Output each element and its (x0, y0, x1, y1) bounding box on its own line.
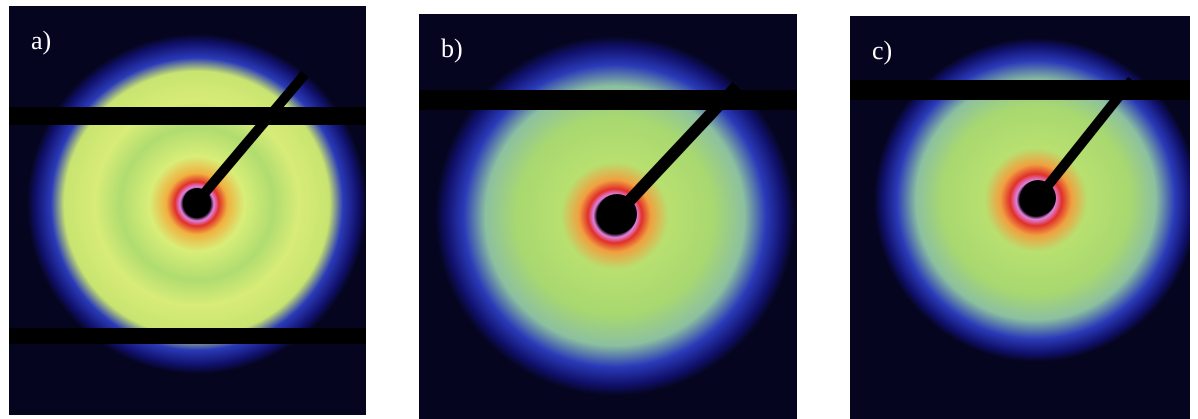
scattering-image-c: c) (850, 16, 1190, 419)
beamstop-arm (193, 70, 309, 206)
panel-label-a: a) (31, 26, 52, 55)
beamstop-arm (612, 81, 742, 219)
detector-gap-top (850, 80, 1190, 100)
panel-label-b: b) (441, 34, 463, 63)
scattering-pattern-c (850, 16, 1190, 419)
beamstop (183, 188, 211, 216)
scattering-pattern-b (419, 14, 797, 419)
scattering-pattern-a (9, 6, 366, 415)
scattering-image-a: a) (9, 6, 366, 415)
detector-gap-top (9, 107, 366, 125)
beamstop (1020, 180, 1056, 216)
beamstop (597, 194, 637, 234)
detector-gap-bottom (9, 328, 366, 344)
scattering-image-b: b) (419, 14, 797, 419)
panel-label-c: c) (872, 36, 893, 65)
beamstop-arm (1034, 76, 1136, 202)
detector-gap-top (419, 90, 797, 110)
